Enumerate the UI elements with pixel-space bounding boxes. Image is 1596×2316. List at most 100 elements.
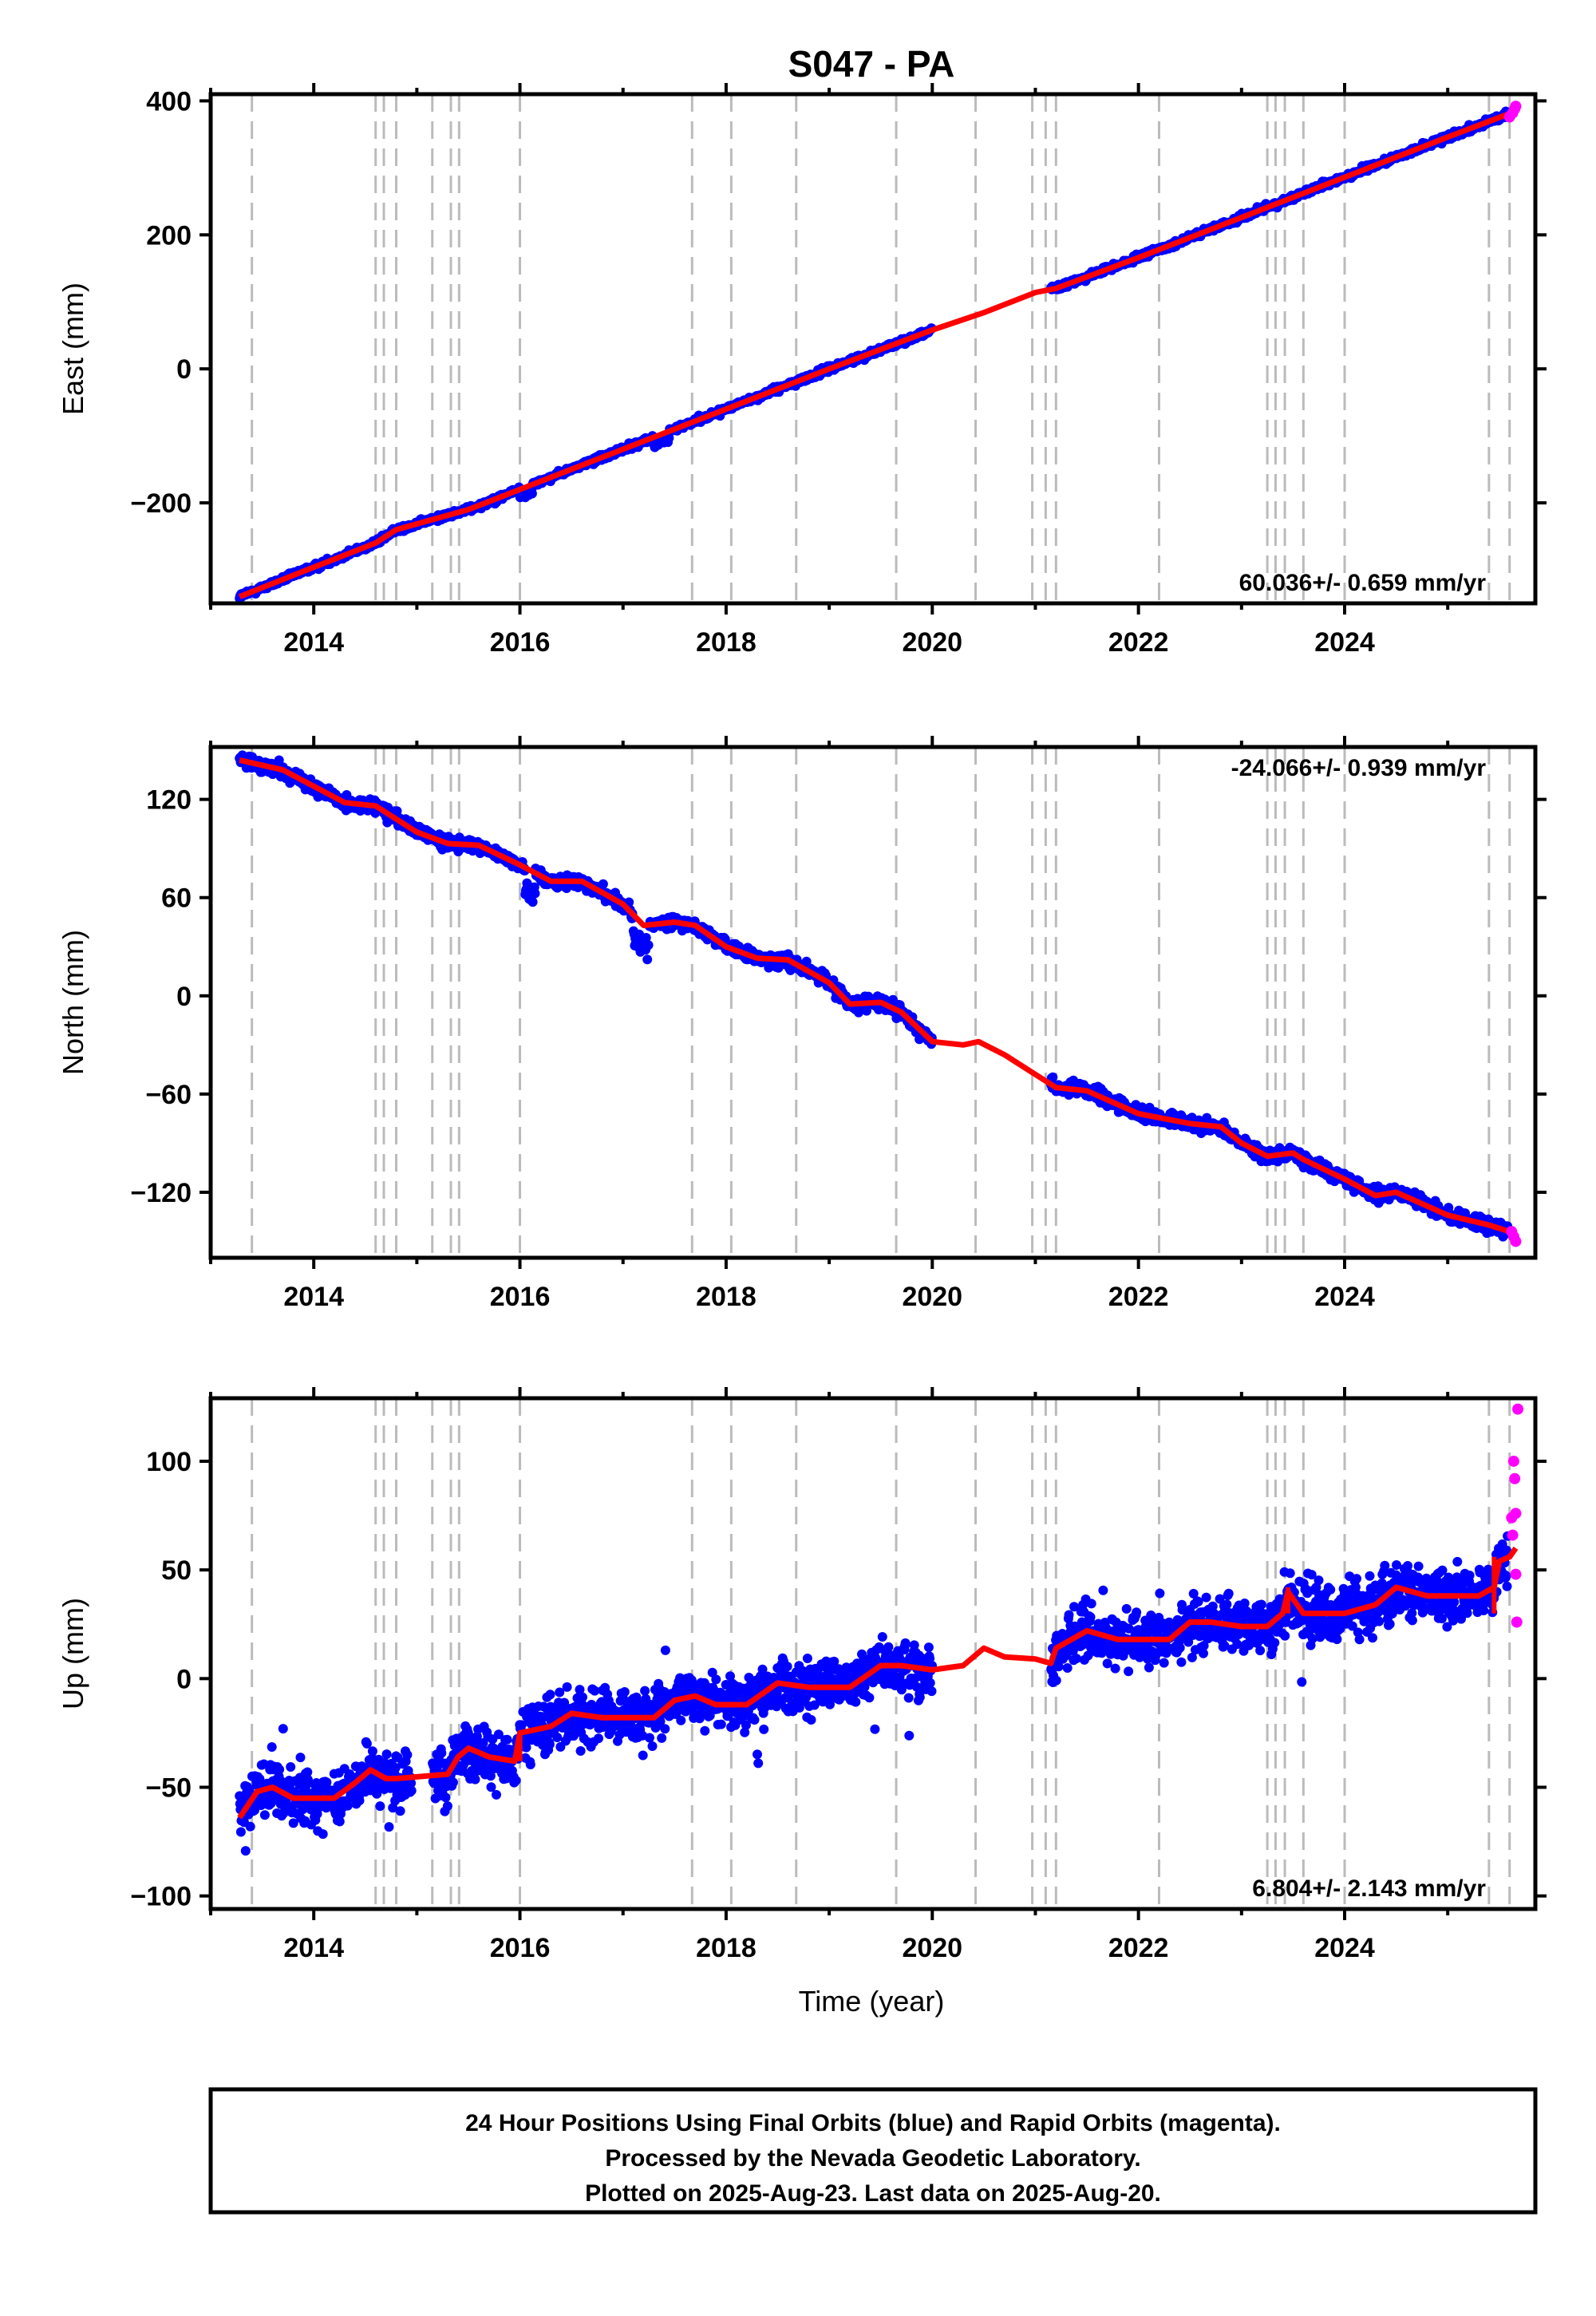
up-data-point (288, 1818, 298, 1828)
north-data-point (527, 897, 538, 907)
up-data-point (516, 1720, 527, 1730)
north-data-point (801, 956, 812, 966)
east-rapid-point (1510, 101, 1522, 113)
north-data-point (598, 879, 608, 889)
up-data-point (390, 1763, 401, 1773)
up-data-point (267, 1742, 277, 1752)
north-data-point (642, 954, 653, 965)
up-data-point (442, 1801, 452, 1811)
north-rapid-points (1506, 1226, 1522, 1247)
up-data-point (552, 1733, 563, 1742)
north-x-tick-label: 2018 (696, 1282, 757, 1312)
north-data-point (1202, 1113, 1212, 1123)
north-x-tick-label: 2014 (283, 1282, 344, 1312)
up-data-point (485, 1771, 496, 1781)
east-y-axis-label: East (mm) (57, 283, 89, 415)
north-y-tick-label: 60 (161, 883, 192, 914)
up-data-point (511, 1776, 521, 1785)
north-event-lines (251, 747, 1511, 1258)
north-y-axis-label: North (mm) (57, 930, 89, 1075)
up-data-point (286, 1762, 296, 1772)
north-data-point (643, 940, 654, 951)
up-data-point (493, 1729, 504, 1740)
north-data-point (641, 933, 651, 943)
up-data-point (437, 1748, 447, 1758)
north-x-tick-label: 2020 (902, 1282, 962, 1312)
east-x-tick-label: 2016 (490, 627, 551, 658)
up-data-point (472, 1731, 482, 1741)
east-x-tick-label: 2024 (1314, 627, 1375, 658)
east-y-tick-label: 400 (146, 86, 192, 117)
up-data-point (594, 1733, 603, 1744)
up-data-point (259, 1810, 270, 1820)
north-x-tick-label: 2022 (1108, 1282, 1169, 1312)
north-data-point (1048, 1072, 1058, 1082)
up-data-point (375, 1801, 385, 1812)
up-data-point (470, 1774, 480, 1784)
up-data-point (525, 1760, 535, 1769)
up-data-point (406, 1778, 417, 1788)
east-x-tick-label: 2020 (902, 627, 962, 658)
east-rate-label: 60.036+/- 0.659 mm/yr (1239, 570, 1487, 596)
east-data-point (664, 433, 674, 443)
up-data-point (334, 1816, 345, 1827)
up-data-point (361, 1738, 372, 1749)
north-x-tick-label: 2024 (1314, 1282, 1375, 1312)
north-axis-ticks: 120 60 0 −60 −120 2014 2016 2018 2020 2022 2024 (130, 736, 1547, 1312)
up-data-point (486, 1782, 496, 1792)
chart-title: S047 - PA (788, 43, 955, 85)
north-y-tick-label: −120 (130, 1178, 192, 1208)
up-data-point (521, 1742, 531, 1753)
up-data-point (406, 1785, 417, 1796)
up-data-point (492, 1789, 501, 1800)
up-data-point (384, 1822, 394, 1832)
up-data-point (502, 1734, 512, 1745)
up-data-point (304, 1777, 314, 1788)
up-data-point (245, 1821, 255, 1832)
up-data-point (562, 1682, 572, 1692)
up-data-point (354, 1796, 365, 1806)
up-data-point (578, 1692, 587, 1702)
up-data-point (402, 1749, 413, 1760)
east-event-lines (251, 94, 1511, 603)
up-data-point (545, 1690, 555, 1700)
east-y-tick-label: 0 (176, 354, 192, 385)
up-data-point (395, 1806, 405, 1816)
east-y-tick-label: 200 (146, 220, 192, 251)
up-data-point (235, 1827, 246, 1837)
up-data-point (302, 1767, 313, 1777)
north-y-tick-label: 0 (176, 982, 192, 1012)
up-data-point (342, 1800, 353, 1811)
up-data-point (275, 1765, 285, 1775)
north-y-tick-label: −60 (145, 1080, 192, 1110)
up-data-point (381, 1749, 392, 1760)
up-data-point (440, 1792, 451, 1803)
up-data-point (619, 1687, 630, 1697)
east-data-point (527, 488, 537, 499)
north-panel: 120 60 0 −60 −120 2014 2016 2018 2020 2022 2024 No… (57, 736, 1547, 1312)
north-y-tick-label: 120 (146, 785, 192, 816)
up-event-lines (251, 1398, 1511, 1909)
north-model-fit (239, 757, 1519, 1240)
east-y-tick-label: −200 (130, 488, 192, 519)
up-data-point (240, 1846, 251, 1856)
east-rapid-points (1503, 101, 1522, 123)
north-plot-frame (208, 745, 1538, 1260)
north-model-fit-line (239, 757, 1519, 1240)
up-data-point (448, 1777, 458, 1788)
up-data-point (575, 1746, 586, 1756)
north-data-point (530, 888, 540, 899)
north-x-tick-label: 2016 (490, 1282, 551, 1312)
up-data-point (367, 1746, 377, 1757)
north-rapid-point (1510, 1235, 1522, 1247)
east-model-fit-line (238, 109, 1516, 599)
up-data-point (295, 1753, 306, 1763)
east-x-tick-label: 2018 (696, 627, 757, 658)
north-rate-label: -24.066+/- 0.939 mm/yr (1231, 755, 1487, 781)
east-plot-frame (208, 92, 1538, 606)
up-data-point (278, 1724, 288, 1734)
